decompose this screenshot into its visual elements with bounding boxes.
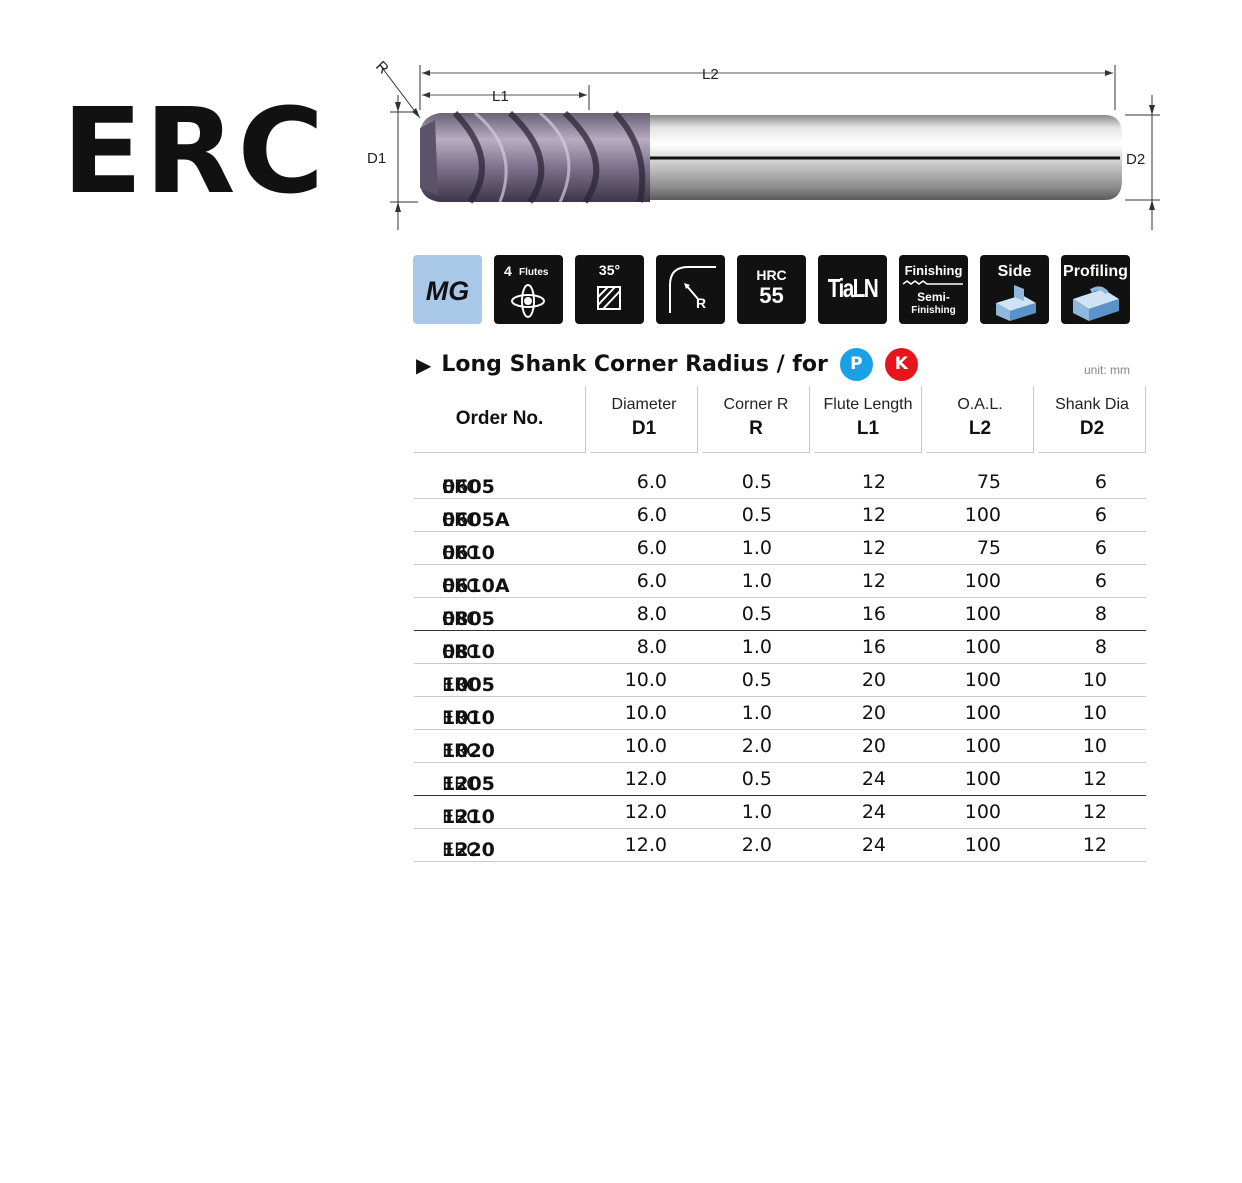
col-diameter: Diameter D1 xyxy=(591,386,698,453)
table-row: ERC 0810 8.0 1.0 16 100 8 xyxy=(414,631,1146,664)
play-triangle-icon: ▶ xyxy=(416,352,432,377)
table-row: ERC 0605 6.0 0.5 12 75 6 xyxy=(414,466,1146,499)
profiling-icon: Profiling xyxy=(1061,255,1130,324)
table-row: ERC 1005 10.0 0.5 20 100 10 xyxy=(414,664,1146,697)
table-row: ERC 0610A 6.0 1.0 12 100 6 xyxy=(414,565,1146,598)
label-l2: L2 xyxy=(702,66,719,83)
label-r: R xyxy=(372,58,392,78)
table-row: ERC 1210 12.0 1.0 24 100 12 xyxy=(414,796,1146,829)
product-table: ERC 0605 6.0 0.5 12 75 6 ERC 0605A 6.0 0.5 12 100… xyxy=(414,466,1146,862)
finishing-icon: Finishing Semi- Finishing xyxy=(899,255,968,324)
product-title: ERC xyxy=(62,82,327,220)
section-heading: ▶ Long Shank Corner Radius / for P K xyxy=(416,348,918,381)
table-row: ERC 0805 8.0 0.5 16 100 8 xyxy=(414,598,1146,631)
corner-radius-icon: R xyxy=(656,255,725,324)
unit-label: unit: mm xyxy=(1084,363,1131,377)
table-row: ERC 1205 12.0 0.5 24 100 12 xyxy=(414,763,1146,796)
material-p-badge: P xyxy=(839,348,873,381)
heading-text: Long Shank Corner Radius / for xyxy=(441,352,828,377)
label-d2: D2 xyxy=(1126,151,1145,168)
mg-grade-icon: MG xyxy=(413,255,482,324)
table-row: ERC 1020 10.0 2.0 20 100 10 xyxy=(414,730,1146,763)
col-flute-length: Flute Length L1 xyxy=(815,386,922,453)
side-milling-icon: Side xyxy=(980,255,1049,324)
label-d1: D1 xyxy=(367,150,386,167)
table-row: ERC 1010 10.0 1.0 20 100 10 xyxy=(414,697,1146,730)
material-k-badge: K xyxy=(884,348,918,381)
col-order-no: Order No. xyxy=(414,386,586,453)
col-oal: O.A.L. L2 xyxy=(927,386,1034,453)
table-row: ERC 1220 12.0 2.0 24 100 12 xyxy=(414,829,1146,862)
table-row: ERC 0605A 6.0 0.5 12 100 6 xyxy=(414,499,1146,532)
label-l1: L1 xyxy=(492,88,509,105)
hardness-icon: HRC 55 xyxy=(737,255,806,324)
table-row: ERC 0610 6.0 1.0 12 75 6 xyxy=(414,532,1146,565)
end-mill-drawing: R L1 L2 D1 D2 xyxy=(367,58,1160,230)
coating-icon: TiaLN xyxy=(818,255,887,324)
flutes-icon: 4 Flutes xyxy=(494,255,563,324)
col-shank-dia: Shank Dia D2 xyxy=(1039,386,1146,453)
helix-angle-icon: 35° xyxy=(575,255,644,324)
